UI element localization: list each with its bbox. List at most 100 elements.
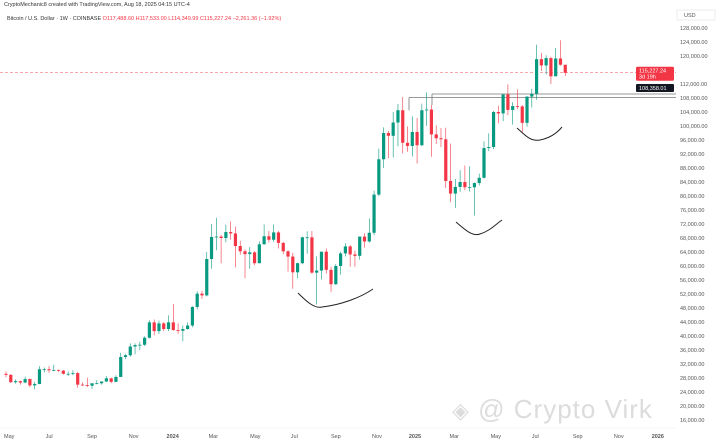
candle[interactable] [123,353,128,360]
candle[interactable] [496,105,500,124]
candle[interactable] [558,40,563,66]
candle[interactable] [95,380,99,385]
candle[interactable] [482,141,486,179]
candle[interactable] [377,148,381,196]
candle[interactable] [195,291,199,310]
candle[interactable] [295,262,300,279]
candle[interactable] [554,47,558,77]
candle[interactable] [190,306,195,328]
candle[interactable] [272,224,276,242]
candle[interactable] [90,383,94,389]
currency-box[interactable] [676,9,716,21]
candle[interactable] [233,226,238,268]
candle[interactable] [133,343,137,355]
candle[interactable] [444,127,448,188]
candle[interactable] [52,364,56,372]
candle[interactable] [186,322,190,330]
candle[interactable] [23,376,27,384]
candle[interactable] [515,89,520,109]
candle[interactable] [401,96,405,154]
candle[interactable] [339,251,343,275]
candle[interactable] [563,64,567,76]
candle[interactable] [152,319,156,336]
candle[interactable] [506,84,510,116]
candle[interactable] [310,231,314,274]
candle[interactable] [166,315,171,332]
candle[interactable] [209,224,214,269]
candle[interactable] [286,250,290,272]
candle[interactable] [487,133,491,152]
candle[interactable] [463,165,467,191]
candle[interactable] [80,382,85,386]
candle[interactable] [372,190,376,236]
candle[interactable] [425,92,429,126]
candle[interactable] [138,341,142,350]
candle[interactable] [9,374,13,383]
candle[interactable] [329,266,333,292]
candle[interactable] [300,236,304,265]
candle[interactable] [468,166,472,192]
candle[interactable] [238,240,242,255]
candle[interactable] [85,377,89,388]
candle[interactable] [47,366,51,373]
candle[interactable] [109,377,113,384]
candle[interactable] [162,322,166,332]
price-axis[interactable] [676,8,716,436]
candle[interactable] [525,96,529,127]
candle[interactable] [472,182,477,216]
candle[interactable] [453,178,457,208]
candle[interactable] [353,250,357,267]
candle[interactable] [410,116,414,157]
candle[interactable] [276,231,281,249]
candle[interactable] [530,88,534,108]
candle[interactable] [434,125,438,144]
symbol-title[interactable]: Bitcoin / U.S. Dollar · 1W · COINBASE [7,16,102,22]
candle[interactable] [214,217,218,251]
candle[interactable] [128,343,132,357]
candle[interactable] [181,325,185,342]
candle[interactable] [315,256,319,305]
candle[interactable] [534,44,539,100]
candle[interactable] [343,243,347,257]
candle[interactable] [391,112,395,158]
candle[interactable] [281,241,285,255]
candle[interactable] [42,367,46,373]
candle[interactable] [61,369,65,375]
candle[interactable] [420,103,424,146]
candle[interactable] [549,56,553,84]
candle[interactable] [458,170,462,192]
candle[interactable] [382,127,386,168]
candle[interactable] [33,381,37,390]
candle[interactable] [157,320,161,334]
candle[interactable] [305,231,309,254]
candle[interactable] [114,375,118,383]
candle[interactable] [243,249,247,279]
candle[interactable] [224,224,228,243]
candle[interactable] [334,263,338,285]
candle[interactable] [100,381,104,385]
candle[interactable] [147,320,151,339]
candle[interactable] [104,375,108,382]
candle[interactable] [511,102,515,125]
candle[interactable] [229,221,233,240]
candle[interactable] [4,371,8,378]
candle[interactable] [396,103,400,147]
candle[interactable] [539,52,543,72]
candle[interactable] [257,241,261,264]
candle[interactable] [262,224,266,245]
candle[interactable] [56,369,61,373]
candle[interactable] [477,173,481,186]
candle[interactable] [415,117,419,164]
candle[interactable] [143,336,147,347]
candle[interactable] [71,370,75,376]
candle[interactable] [66,371,70,376]
candle[interactable] [18,380,22,385]
candle[interactable] [386,130,390,159]
candle[interactable] [219,234,223,264]
candle[interactable] [319,251,324,280]
candle[interactable] [200,290,204,299]
candle[interactable] [362,233,367,248]
candle[interactable] [358,236,362,260]
candle[interactable] [76,372,80,388]
